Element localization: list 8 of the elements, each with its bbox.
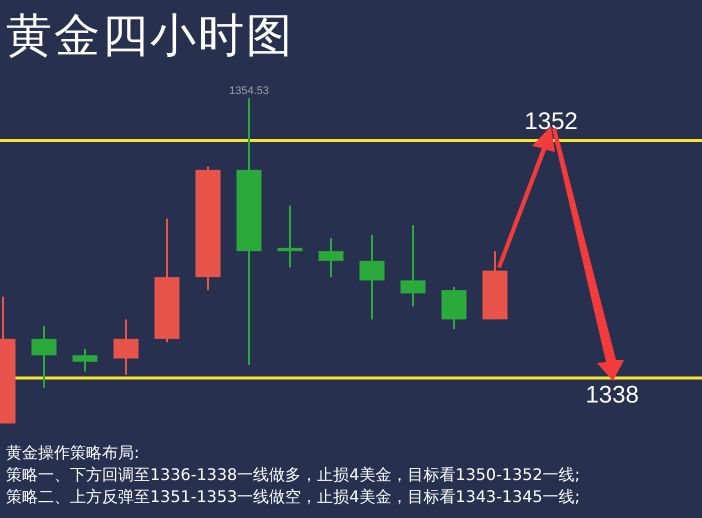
text: 1354.53 [229,84,269,97]
text: 1352 [524,108,578,136]
text: 策略二、上方反弹至1351-1353一线做空，止损4美金，目标看1343-1345一线; [6,486,580,508]
text: 黄金操作策略布局: [6,442,140,464]
text: 1338 [585,382,639,409]
text: 策略一、下方回调至1336-1338一线做多，止损4美金，目标看1350-1352一线; [6,464,580,486]
chart-title: 黄金四小时图 [6,8,294,62]
candlestick [278,204,302,268]
